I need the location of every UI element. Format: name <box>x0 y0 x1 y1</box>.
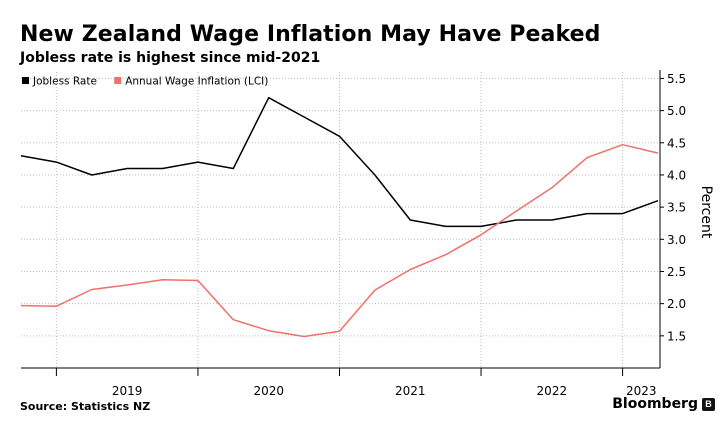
y-tick-label: 2.5 <box>667 265 686 279</box>
axes: 1.5 2.0 2.5 3.0 3.5 4.0 4.5 5.0 5.5 Percent 2019 20… <box>21 70 714 398</box>
gridlines <box>21 72 660 368</box>
x-tick-label: 2021 <box>395 384 426 398</box>
y-tick-label: 3.5 <box>667 201 686 215</box>
series-line-wage-inflation <box>20 143 659 338</box>
y-tick-label: 4.0 <box>667 168 686 182</box>
x-tick-label: 2023 <box>626 384 657 398</box>
y-axis-title: Percent <box>698 186 714 239</box>
y-tick-label: 5.5 <box>667 72 686 86</box>
series-line-jobless-rate <box>20 96 659 228</box>
source-note: Source: Statistics NZ <box>20 400 151 413</box>
bloomberg-terminal-icon: B <box>702 397 715 411</box>
x-tick-label: 2019 <box>112 384 143 398</box>
y-tick-label: 4.5 <box>667 136 686 150</box>
legend-swatch <box>22 77 29 84</box>
brand-name: Bloomberg <box>612 396 698 412</box>
chart-subtitle: Jobless rate is highest since mid-2021 <box>20 50 321 66</box>
x-tick-label: 2022 <box>537 384 568 398</box>
legend-swatch <box>114 77 122 84</box>
legend-label: Jobless Rate <box>32 76 97 88</box>
y-tick-label: 1.5 <box>667 329 686 343</box>
legend: Jobless Rate Annual Wage Inflation (LCI) <box>22 76 268 88</box>
chart-title: New Zealand Wage Inflation May Have Peak… <box>20 22 601 47</box>
brand-logo: Bloomberg B <box>612 396 715 412</box>
series-lines <box>20 96 659 338</box>
y-tick-label: 5.0 <box>667 104 686 118</box>
y-tick-label: 2.0 <box>667 297 686 311</box>
legend-label: Annual Wage Inflation (LCI) <box>125 76 268 88</box>
x-tick-label: 2020 <box>253 384 284 398</box>
y-tick-label: 3.0 <box>667 233 686 247</box>
